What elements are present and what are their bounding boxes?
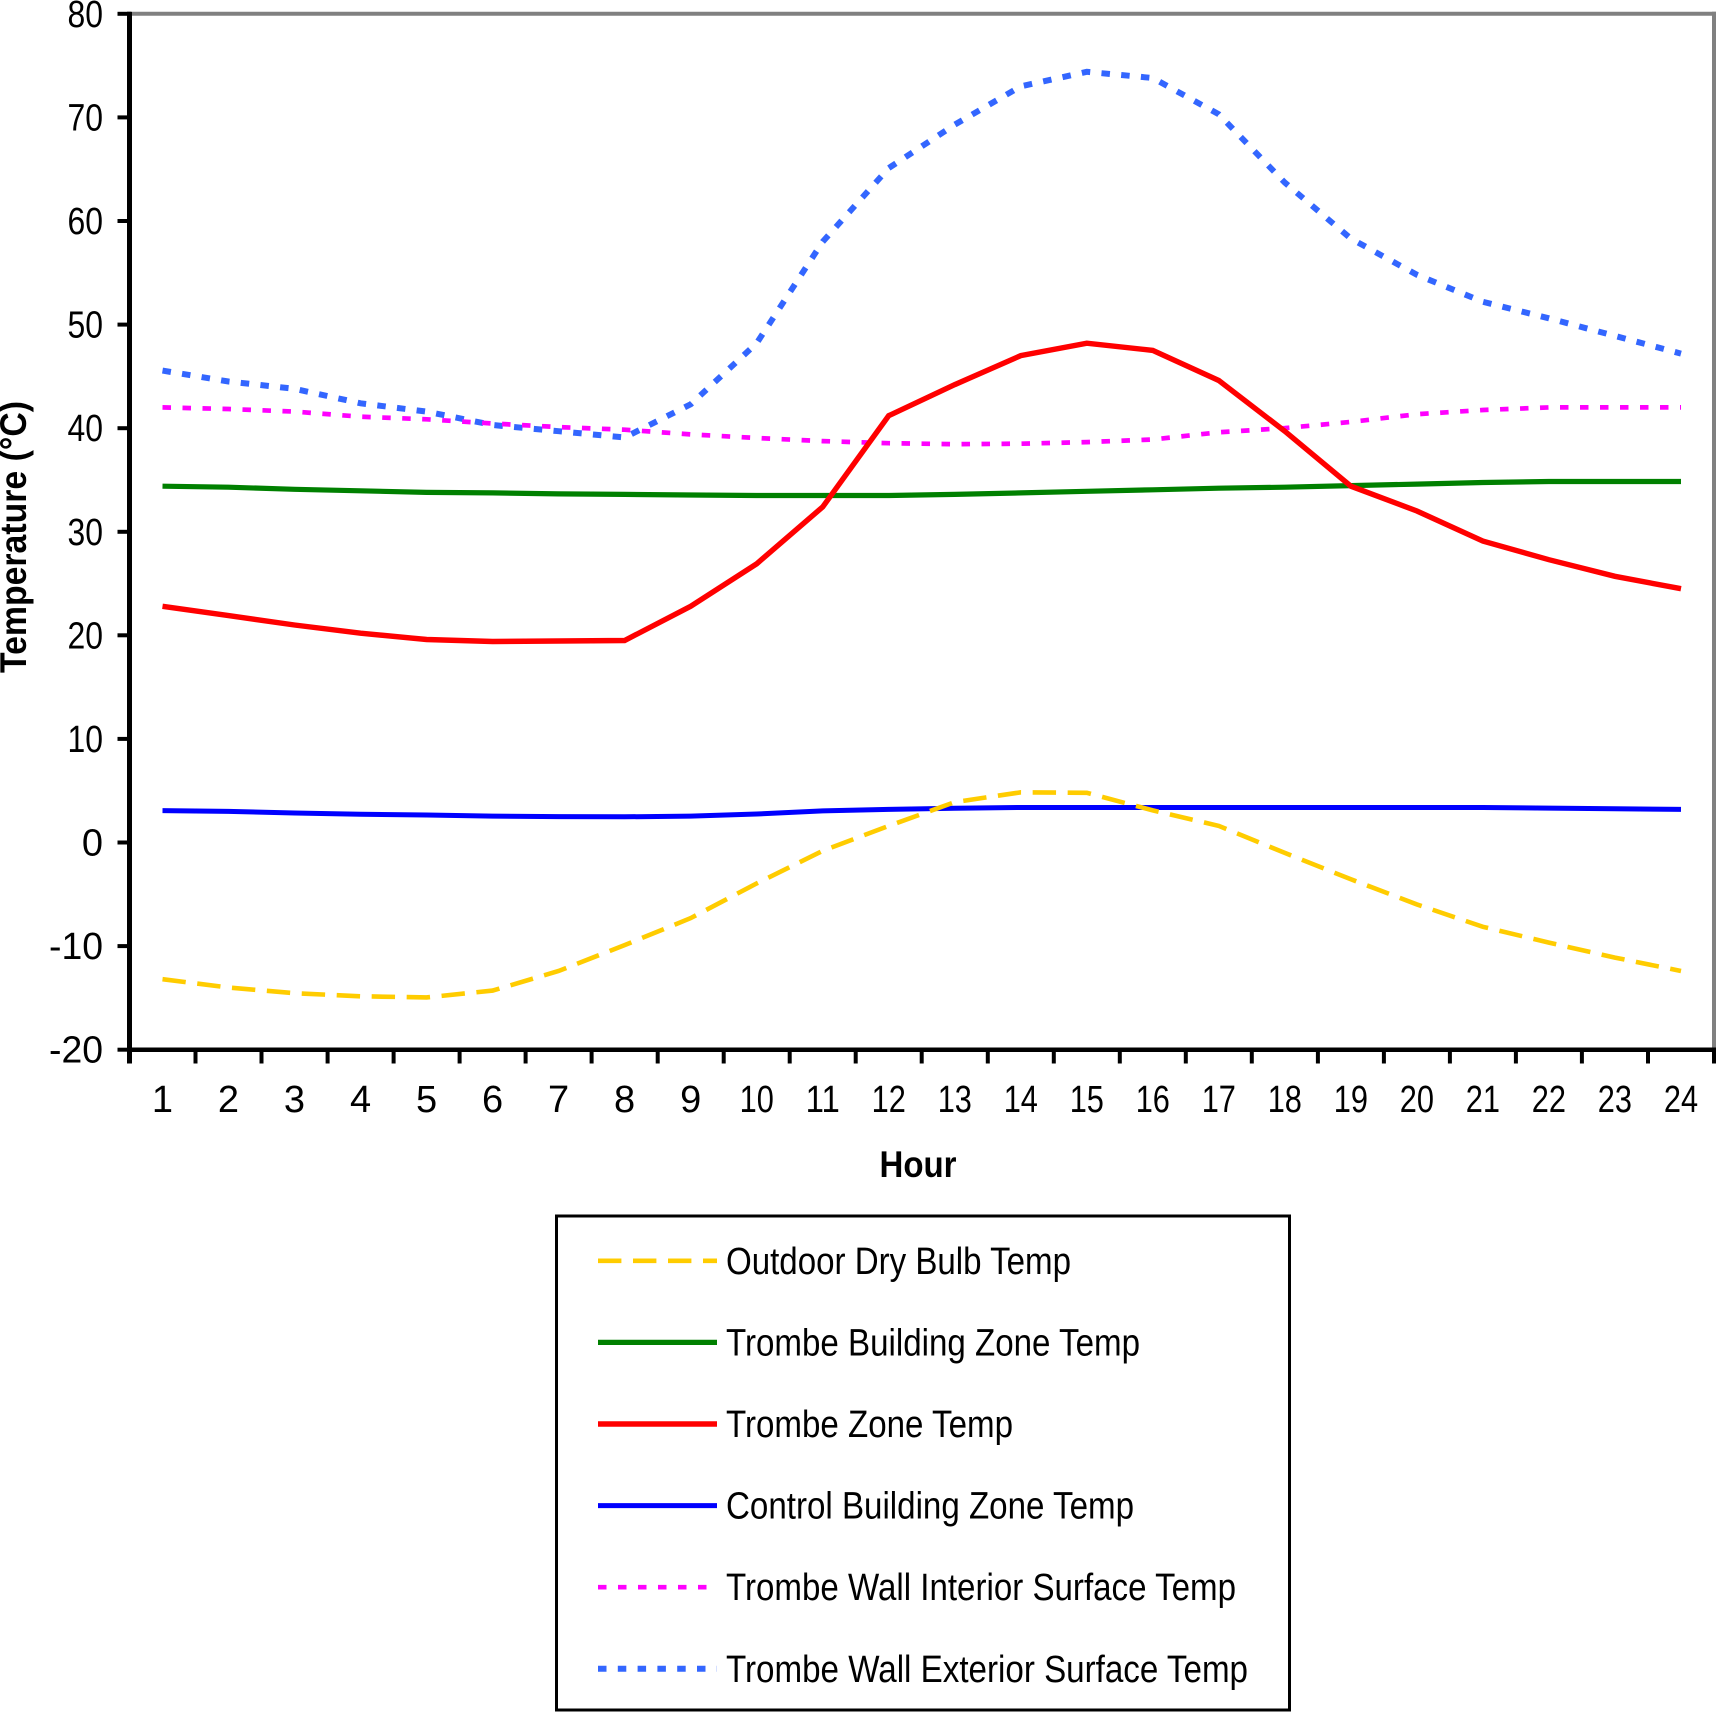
svg-text:30: 30 [68, 512, 104, 554]
svg-text:0: 0 [82, 823, 103, 865]
svg-text:70: 70 [68, 97, 104, 139]
svg-text:22: 22 [1532, 1079, 1566, 1121]
svg-text:Trombe Wall Interior Surface T: Trombe Wall Interior Surface Temp [726, 1567, 1236, 1609]
svg-text:21: 21 [1466, 1079, 1500, 1121]
svg-text:23: 23 [1598, 1079, 1632, 1121]
svg-text:Control Building Zone Temp: Control Building Zone Temp [726, 1486, 1134, 1528]
svg-text:18: 18 [1268, 1079, 1302, 1121]
svg-text:8: 8 [614, 1079, 635, 1121]
svg-text:15: 15 [1070, 1079, 1104, 1121]
svg-text:11: 11 [806, 1079, 840, 1121]
svg-text:40: 40 [68, 408, 104, 450]
svg-text:10: 10 [740, 1079, 774, 1121]
svg-text:Outdoor Dry Bulb Temp: Outdoor Dry Bulb Temp [726, 1241, 1071, 1283]
svg-text:-20: -20 [49, 1030, 103, 1072]
svg-text:-10: -10 [49, 926, 103, 968]
svg-text:Trombe Wall Exterior Surface T: Trombe Wall Exterior Surface Temp [726, 1649, 1248, 1691]
svg-text:16: 16 [1136, 1079, 1170, 1121]
svg-text:Hour: Hour [880, 1144, 957, 1185]
svg-text:9: 9 [680, 1079, 701, 1121]
svg-text:6: 6 [482, 1079, 503, 1121]
svg-text:Trombe Building Zone Temp: Trombe Building Zone Temp [726, 1322, 1140, 1364]
svg-text:3: 3 [284, 1079, 305, 1121]
svg-text:Temperature (°C): Temperature (°C) [0, 401, 34, 673]
svg-text:24: 24 [1664, 1079, 1698, 1121]
svg-text:20: 20 [68, 615, 104, 657]
svg-text:2: 2 [218, 1079, 239, 1121]
svg-text:17: 17 [1202, 1079, 1236, 1121]
svg-text:20: 20 [1400, 1079, 1434, 1121]
svg-text:80: 80 [68, 0, 104, 36]
svg-text:10: 10 [68, 719, 104, 761]
svg-text:1: 1 [152, 1079, 173, 1121]
svg-text:12: 12 [872, 1079, 906, 1121]
svg-text:60: 60 [68, 201, 104, 243]
svg-text:Trombe Zone Temp: Trombe Zone Temp [726, 1404, 1013, 1446]
svg-text:14: 14 [1004, 1079, 1038, 1121]
svg-text:5: 5 [416, 1079, 437, 1121]
svg-text:13: 13 [938, 1079, 972, 1121]
svg-text:4: 4 [350, 1079, 371, 1121]
svg-text:7: 7 [548, 1079, 569, 1121]
svg-text:50: 50 [68, 305, 104, 347]
svg-text:19: 19 [1334, 1079, 1368, 1121]
